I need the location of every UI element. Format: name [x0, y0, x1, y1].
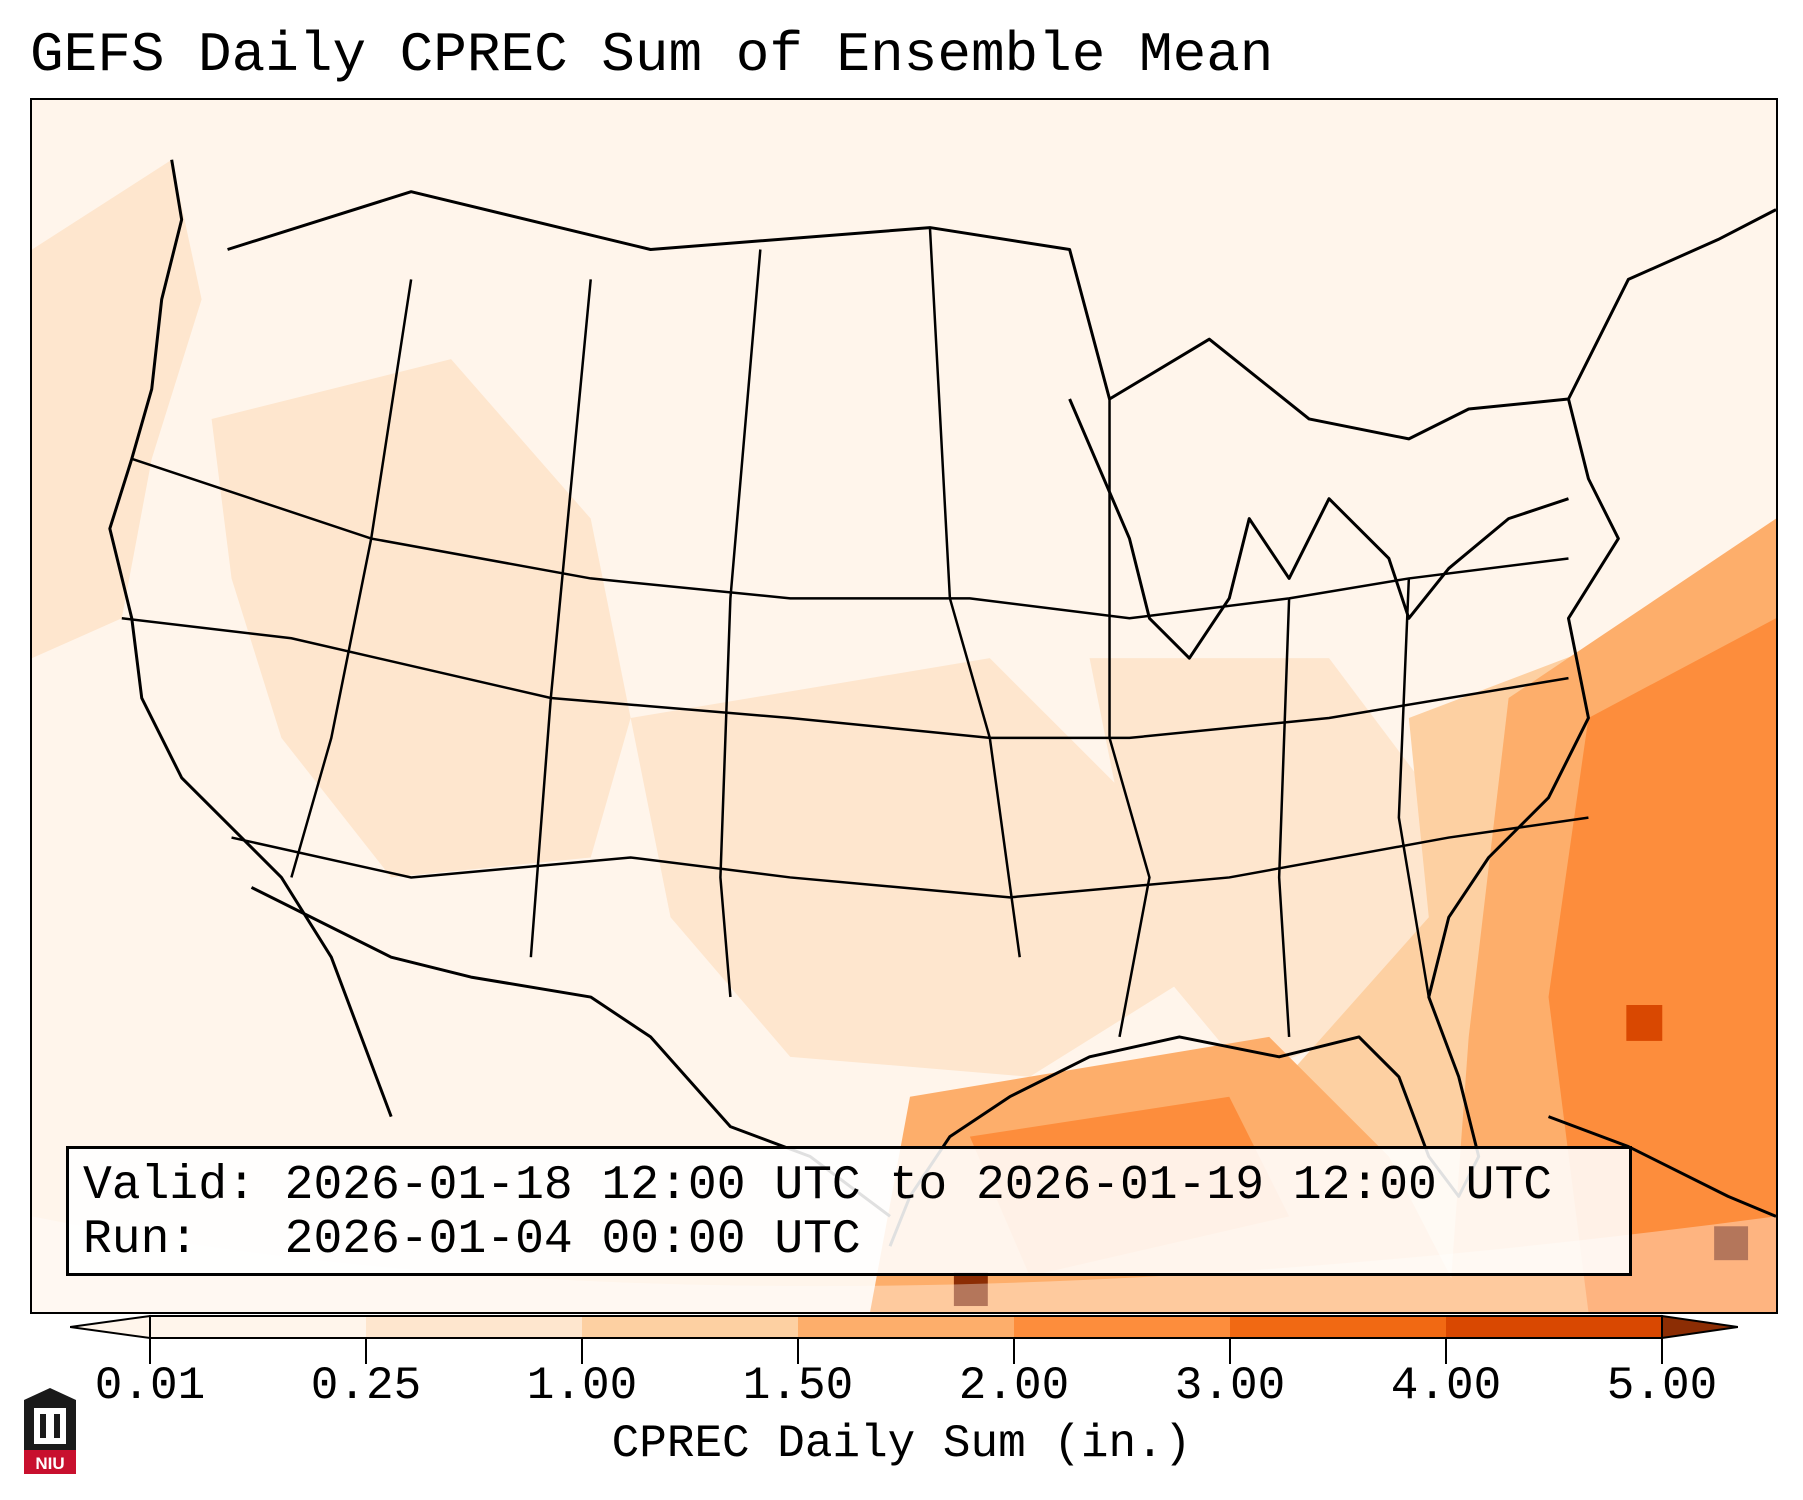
run-time: 2026-01-04 00:00 UTC	[284, 1213, 861, 1267]
logo-window-left	[40, 1414, 46, 1438]
precip-max-cell-gulf	[953, 1272, 988, 1307]
colorbar-tick-label-5: 3.00	[1174, 1360, 1286, 1412]
colorbar-extend-low	[70, 1314, 151, 1340]
logo-band	[24, 1450, 76, 1474]
precip-pacific-nw-area	[32, 159, 202, 659]
logo-building	[34, 1408, 66, 1444]
precip-west-area	[211, 359, 631, 878]
colorbar-tick-label-3: 1.50	[742, 1360, 854, 1412]
run-label: Run:	[83, 1213, 199, 1267]
state-border-east-1	[1277, 598, 1291, 1037]
precip-southern-plains-area	[630, 658, 1190, 1077]
colorbar-tick-label-6: 4.00	[1390, 1360, 1502, 1412]
valid-run-info-box: Valid: 2026-01-18 12:00 UTC to 2026-01-1…	[66, 1146, 1632, 1276]
colorbar-extend-high	[1661, 1314, 1738, 1340]
colorbar-cell	[366, 1316, 582, 1338]
projection-edge-shade	[32, 1216, 1776, 1312]
state-border-west-2	[529, 279, 592, 958]
colorbar-axis-label: CPREC Daily Sum (in.)	[611, 1418, 1192, 1470]
state-border-plains-1	[719, 249, 762, 998]
state-border-plains-2	[928, 227, 1021, 958]
precip-max-cell-east	[1626, 1005, 1663, 1041]
colorbar-tick-label-4: 2.00	[958, 1360, 1070, 1412]
colorbar-cell	[1230, 1316, 1446, 1338]
us-west-coastline	[108, 159, 393, 1118]
colorbar-tick-label-1: 0.25	[310, 1360, 422, 1412]
caribbean-islands	[1547, 1115, 1776, 1218]
valid-label: Valid:	[83, 1159, 256, 1213]
colorbar-cell	[1014, 1316, 1230, 1338]
colorbar-tick-label-0: 0.01	[94, 1360, 206, 1412]
logo-text: NIU	[35, 1454, 64, 1473]
colorbar-cell	[1446, 1316, 1662, 1338]
great-lakes-outline	[1068, 398, 1569, 660]
colorbar-cell	[150, 1316, 366, 1338]
colorbar-outline	[149, 1315, 1663, 1339]
precip-max-cell-caribbean	[1714, 1226, 1749, 1261]
colorbar	[70, 1314, 1738, 1364]
state-border-midwest	[1108, 399, 1151, 1038]
colorbar-cell	[582, 1316, 798, 1338]
precipitation-map	[30, 98, 1778, 1314]
valid-time: 2026-01-18 12:00 UTC to 2026-01-19 12:00…	[284, 1159, 1553, 1213]
state-border-southern-tier	[231, 816, 1589, 899]
us-canada-border	[227, 190, 1776, 441]
state-border-west-1	[290, 279, 413, 878]
map-title: GEFS Daily CPREC Sum of Ensemble Mean	[30, 23, 1274, 87]
state-border-north-tier	[131, 457, 1569, 620]
map-canvas	[32, 100, 1776, 1312]
colorbar-tick-label-7: 5.00	[1606, 1360, 1718, 1412]
logo-window-right	[54, 1414, 60, 1438]
state-border-east-2	[1397, 578, 1431, 998]
colorbar-cell	[798, 1316, 1014, 1338]
state-border-central-tier	[121, 617, 1569, 740]
niu-logo: NIU	[24, 1388, 76, 1474]
colorbar-tick-label-2: 1.00	[526, 1360, 638, 1412]
precip-southeast-area	[1089, 658, 1449, 1077]
